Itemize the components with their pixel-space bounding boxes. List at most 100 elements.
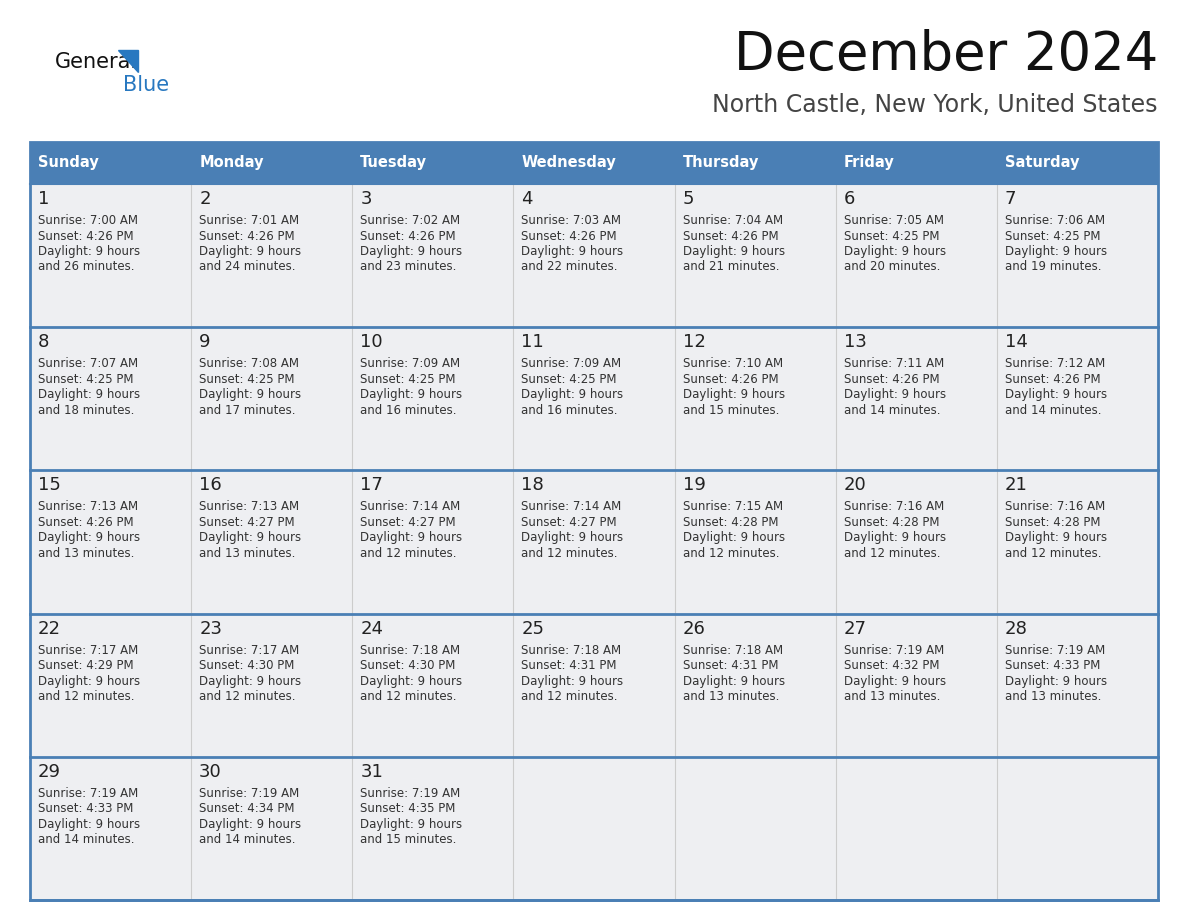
Text: and 12 minutes.: and 12 minutes. bbox=[1005, 547, 1101, 560]
Text: Sunset: 4:27 PM: Sunset: 4:27 PM bbox=[522, 516, 617, 529]
Text: Sunrise: 7:03 AM: Sunrise: 7:03 AM bbox=[522, 214, 621, 227]
Text: and 19 minutes.: and 19 minutes. bbox=[1005, 261, 1101, 274]
Text: 12: 12 bbox=[683, 333, 706, 352]
Bar bbox=[675, 142, 835, 184]
Text: Sunset: 4:25 PM: Sunset: 4:25 PM bbox=[200, 373, 295, 386]
Text: Sunset: 4:33 PM: Sunset: 4:33 PM bbox=[38, 802, 133, 815]
Text: Daylight: 9 hours: Daylight: 9 hours bbox=[38, 388, 140, 401]
Text: Sunset: 4:35 PM: Sunset: 4:35 PM bbox=[360, 802, 456, 815]
Text: North Castle, New York, United States: North Castle, New York, United States bbox=[713, 93, 1158, 117]
Text: Daylight: 9 hours: Daylight: 9 hours bbox=[683, 532, 785, 544]
Text: Sunrise: 7:19 AM: Sunrise: 7:19 AM bbox=[38, 787, 138, 800]
Text: Sunrise: 7:14 AM: Sunrise: 7:14 AM bbox=[522, 500, 621, 513]
Text: and 14 minutes.: and 14 minutes. bbox=[843, 404, 940, 417]
Text: and 12 minutes.: and 12 minutes. bbox=[38, 690, 134, 703]
Text: Sunrise: 7:02 AM: Sunrise: 7:02 AM bbox=[360, 214, 461, 227]
Text: Sunrise: 7:18 AM: Sunrise: 7:18 AM bbox=[360, 644, 461, 656]
Bar bbox=[513, 327, 675, 470]
Text: General: General bbox=[55, 52, 138, 72]
Text: and 16 minutes.: and 16 minutes. bbox=[360, 404, 456, 417]
Text: 21: 21 bbox=[1005, 476, 1028, 495]
Bar bbox=[835, 756, 997, 900]
Text: Sunrise: 7:19 AM: Sunrise: 7:19 AM bbox=[843, 644, 944, 656]
Text: Sunrise: 7:19 AM: Sunrise: 7:19 AM bbox=[200, 787, 299, 800]
Text: Sunset: 4:27 PM: Sunset: 4:27 PM bbox=[360, 516, 456, 529]
Text: Sunset: 4:26 PM: Sunset: 4:26 PM bbox=[683, 230, 778, 242]
Text: Daylight: 9 hours: Daylight: 9 hours bbox=[522, 675, 624, 688]
Text: 15: 15 bbox=[38, 476, 61, 495]
Text: 22: 22 bbox=[38, 620, 61, 638]
Bar bbox=[30, 142, 1158, 900]
Text: Daylight: 9 hours: Daylight: 9 hours bbox=[1005, 245, 1107, 258]
Text: Sunrise: 7:16 AM: Sunrise: 7:16 AM bbox=[843, 500, 944, 513]
Text: Daylight: 9 hours: Daylight: 9 hours bbox=[843, 388, 946, 401]
Text: Monday: Monday bbox=[200, 155, 264, 171]
Text: and 13 minutes.: and 13 minutes. bbox=[1005, 690, 1101, 703]
Bar bbox=[191, 613, 353, 756]
Bar bbox=[30, 327, 191, 470]
Text: Sunrise: 7:08 AM: Sunrise: 7:08 AM bbox=[200, 357, 299, 370]
Text: and 13 minutes.: and 13 minutes. bbox=[843, 690, 940, 703]
Text: Daylight: 9 hours: Daylight: 9 hours bbox=[200, 532, 302, 544]
Text: and 12 minutes.: and 12 minutes. bbox=[843, 547, 940, 560]
Text: Sunrise: 7:10 AM: Sunrise: 7:10 AM bbox=[683, 357, 783, 370]
Text: Sunset: 4:30 PM: Sunset: 4:30 PM bbox=[360, 659, 456, 672]
Text: and 12 minutes.: and 12 minutes. bbox=[522, 690, 618, 703]
Text: Daylight: 9 hours: Daylight: 9 hours bbox=[683, 245, 785, 258]
Text: Daylight: 9 hours: Daylight: 9 hours bbox=[200, 388, 302, 401]
Text: Sunrise: 7:14 AM: Sunrise: 7:14 AM bbox=[360, 500, 461, 513]
Text: Daylight: 9 hours: Daylight: 9 hours bbox=[843, 245, 946, 258]
Text: 13: 13 bbox=[843, 333, 866, 352]
Text: 17: 17 bbox=[360, 476, 384, 495]
Text: Sunrise: 7:09 AM: Sunrise: 7:09 AM bbox=[522, 357, 621, 370]
Text: Daylight: 9 hours: Daylight: 9 hours bbox=[1005, 675, 1107, 688]
Text: 24: 24 bbox=[360, 620, 384, 638]
Text: and 22 minutes.: and 22 minutes. bbox=[522, 261, 618, 274]
Bar bbox=[997, 470, 1158, 613]
Text: Daylight: 9 hours: Daylight: 9 hours bbox=[38, 675, 140, 688]
Text: Sunrise: 7:19 AM: Sunrise: 7:19 AM bbox=[1005, 644, 1105, 656]
Text: and 26 minutes.: and 26 minutes. bbox=[38, 261, 134, 274]
Text: Sunset: 4:28 PM: Sunset: 4:28 PM bbox=[683, 516, 778, 529]
Text: Sunrise: 7:17 AM: Sunrise: 7:17 AM bbox=[200, 644, 299, 656]
Bar bbox=[513, 613, 675, 756]
Text: Sunset: 4:26 PM: Sunset: 4:26 PM bbox=[38, 230, 133, 242]
Text: Sunrise: 7:15 AM: Sunrise: 7:15 AM bbox=[683, 500, 783, 513]
Bar bbox=[835, 142, 997, 184]
Text: Sunrise: 7:13 AM: Sunrise: 7:13 AM bbox=[200, 500, 299, 513]
Text: and 13 minutes.: and 13 minutes. bbox=[683, 690, 779, 703]
Text: Sunset: 4:26 PM: Sunset: 4:26 PM bbox=[1005, 373, 1100, 386]
Text: Daylight: 9 hours: Daylight: 9 hours bbox=[1005, 532, 1107, 544]
Text: Sunset: 4:25 PM: Sunset: 4:25 PM bbox=[360, 373, 456, 386]
Text: Blue: Blue bbox=[124, 75, 169, 95]
Text: Daylight: 9 hours: Daylight: 9 hours bbox=[843, 532, 946, 544]
Bar bbox=[513, 184, 675, 327]
Text: 19: 19 bbox=[683, 476, 706, 495]
Text: Sunrise: 7:19 AM: Sunrise: 7:19 AM bbox=[360, 787, 461, 800]
Text: Sunrise: 7:05 AM: Sunrise: 7:05 AM bbox=[843, 214, 943, 227]
Text: 23: 23 bbox=[200, 620, 222, 638]
Text: Daylight: 9 hours: Daylight: 9 hours bbox=[522, 245, 624, 258]
Text: Sunset: 4:26 PM: Sunset: 4:26 PM bbox=[360, 230, 456, 242]
Text: 11: 11 bbox=[522, 333, 544, 352]
Bar bbox=[513, 470, 675, 613]
Text: Sunrise: 7:13 AM: Sunrise: 7:13 AM bbox=[38, 500, 138, 513]
Text: Sunset: 4:27 PM: Sunset: 4:27 PM bbox=[200, 516, 295, 529]
Text: Daylight: 9 hours: Daylight: 9 hours bbox=[38, 818, 140, 831]
Text: Daylight: 9 hours: Daylight: 9 hours bbox=[360, 818, 462, 831]
Bar bbox=[30, 142, 191, 184]
Bar bbox=[191, 756, 353, 900]
Bar bbox=[997, 184, 1158, 327]
Text: Sunset: 4:32 PM: Sunset: 4:32 PM bbox=[843, 659, 940, 672]
Text: and 17 minutes.: and 17 minutes. bbox=[200, 404, 296, 417]
Bar bbox=[353, 142, 513, 184]
Text: and 13 minutes.: and 13 minutes. bbox=[200, 547, 296, 560]
Bar bbox=[353, 470, 513, 613]
Text: 9: 9 bbox=[200, 333, 210, 352]
Text: Sunset: 4:25 PM: Sunset: 4:25 PM bbox=[843, 230, 940, 242]
Text: 5: 5 bbox=[683, 190, 694, 208]
Text: Daylight: 9 hours: Daylight: 9 hours bbox=[522, 532, 624, 544]
Text: and 12 minutes.: and 12 minutes. bbox=[360, 547, 456, 560]
Bar bbox=[675, 470, 835, 613]
Text: 7: 7 bbox=[1005, 190, 1017, 208]
